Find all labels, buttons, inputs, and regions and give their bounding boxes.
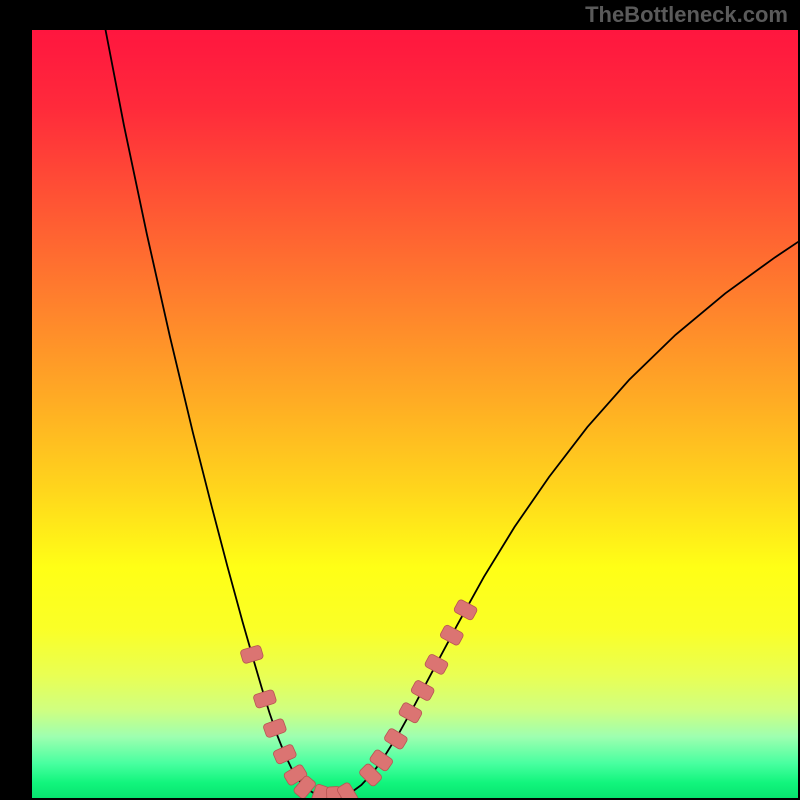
watermark-label: TheBottleneck.com [585, 2, 788, 28]
gradient-background [32, 30, 798, 798]
plot-area [32, 30, 798, 798]
